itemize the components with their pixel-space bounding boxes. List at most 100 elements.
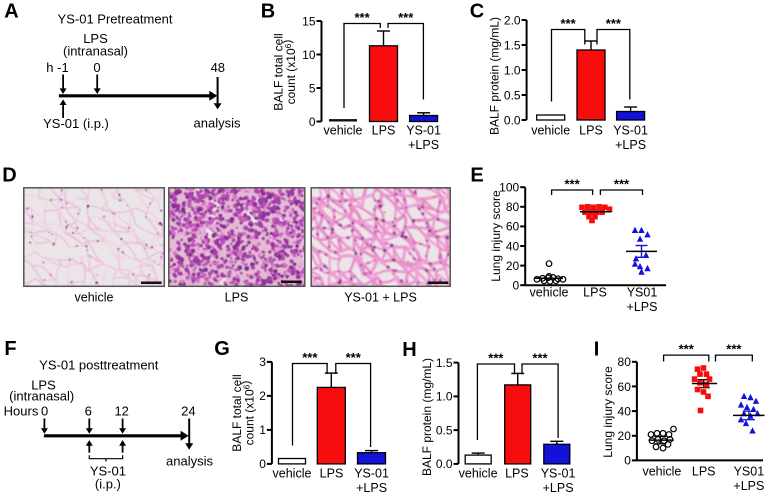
svg-text:LPS: LPS xyxy=(692,465,716,479)
svg-text:LPS: LPS xyxy=(31,378,56,393)
svg-text:***: *** xyxy=(346,350,362,365)
svg-text:1.5: 1.5 xyxy=(436,356,453,370)
svg-text:0: 0 xyxy=(309,115,316,129)
svg-text:+LPS: +LPS xyxy=(543,481,574,495)
svg-text:0.5: 0.5 xyxy=(504,88,521,102)
svg-text:60: 60 xyxy=(506,220,520,234)
svg-text:vehicle: vehicle xyxy=(324,124,363,138)
svg-text:A: A xyxy=(4,1,18,23)
svg-text:vehicle: vehicle xyxy=(642,465,681,479)
svg-text:YS-01 (i.p.): YS-01 (i.p.) xyxy=(43,116,109,131)
svg-text:0: 0 xyxy=(624,454,631,468)
svg-text:count (x106): count (x106) xyxy=(239,381,257,446)
svg-text:12: 12 xyxy=(114,404,128,419)
svg-text:vehicle: vehicle xyxy=(531,124,570,138)
svg-text:***: *** xyxy=(355,10,371,25)
svg-text:Lung injury score: Lung injury score xyxy=(601,366,615,458)
svg-text:h -1: h -1 xyxy=(46,60,68,75)
svg-text:LPS: LPS xyxy=(579,124,603,138)
svg-text:(i.p.): (i.p.) xyxy=(95,476,121,491)
svg-text:Hours: Hours xyxy=(4,404,39,419)
svg-text:BALF protein (mg/mL): BALF protein (mg/mL) xyxy=(488,17,502,135)
svg-text:analysis: analysis xyxy=(166,454,213,469)
svg-text:B: B xyxy=(261,1,275,23)
svg-text:***: *** xyxy=(488,351,504,366)
svg-text:(intranasal): (intranasal) xyxy=(9,389,74,404)
svg-text:analysis: analysis xyxy=(194,116,241,131)
svg-text:YS-01: YS-01 xyxy=(354,467,389,481)
svg-text:80: 80 xyxy=(618,355,632,369)
svg-text:6: 6 xyxy=(85,404,92,419)
svg-text:15: 15 xyxy=(302,14,316,28)
svg-text:***: *** xyxy=(561,16,577,31)
svg-text:+LPS: +LPS xyxy=(356,481,387,495)
svg-text:1: 1 xyxy=(259,423,266,437)
svg-text:***: *** xyxy=(606,16,622,31)
svg-text:48: 48 xyxy=(211,60,225,75)
svg-text:40: 40 xyxy=(618,404,632,418)
svg-text:***: *** xyxy=(398,10,414,25)
svg-text:5: 5 xyxy=(309,81,316,95)
svg-text:+LPS: +LPS xyxy=(627,300,658,314)
svg-text:LPS: LPS xyxy=(320,467,344,481)
svg-text:2.0: 2.0 xyxy=(504,13,521,27)
svg-text:H: H xyxy=(402,339,416,361)
svg-text:YS-01 + LPS: YS-01 + LPS xyxy=(344,291,417,305)
svg-text:vehicle: vehicle xyxy=(530,286,569,300)
svg-text:count (x106): count (x106) xyxy=(280,40,298,105)
svg-text:0: 0 xyxy=(93,60,100,75)
svg-text:0.5: 0.5 xyxy=(436,423,453,437)
svg-text:LPS: LPS xyxy=(505,467,529,481)
svg-text:***: *** xyxy=(565,177,581,192)
svg-text:BALF total cell: BALF total cell xyxy=(272,33,286,110)
svg-text:1.5: 1.5 xyxy=(504,38,521,52)
svg-text:60: 60 xyxy=(618,380,632,394)
svg-text:YS-01 Pretreatment: YS-01 Pretreatment xyxy=(58,12,173,27)
svg-text:(intranasal): (intranasal) xyxy=(63,44,128,59)
svg-text:1.0: 1.0 xyxy=(436,390,453,404)
svg-text:100: 100 xyxy=(499,181,519,195)
svg-text:YS-01: YS-01 xyxy=(613,124,648,138)
svg-text:LPS: LPS xyxy=(372,124,396,138)
svg-text:10: 10 xyxy=(302,48,316,62)
svg-text:LPS: LPS xyxy=(583,286,607,300)
svg-text:0: 0 xyxy=(259,457,266,471)
svg-text:vehicle: vehicle xyxy=(459,467,498,481)
svg-text:0.0: 0.0 xyxy=(436,457,453,471)
svg-text:vehicle: vehicle xyxy=(273,467,312,481)
svg-text:YS-01: YS-01 xyxy=(90,463,126,478)
svg-text:+LPS: +LPS xyxy=(615,138,646,152)
svg-text:***: *** xyxy=(726,342,742,357)
svg-text:***: *** xyxy=(614,177,630,192)
svg-text:1.0: 1.0 xyxy=(504,63,521,77)
svg-text:YS-01: YS-01 xyxy=(406,124,441,138)
svg-text:BALF total cell: BALF total cell xyxy=(230,374,244,451)
svg-text:20: 20 xyxy=(506,259,520,273)
svg-text:***: *** xyxy=(302,350,318,365)
svg-text:0.0: 0.0 xyxy=(504,113,521,127)
svg-text:YS01: YS01 xyxy=(734,465,765,479)
svg-text:E: E xyxy=(470,165,483,187)
svg-text:YS-01 posttreatment: YS-01 posttreatment xyxy=(39,358,159,373)
svg-text:G: G xyxy=(214,338,230,360)
svg-text:***: *** xyxy=(532,351,548,366)
svg-text:D: D xyxy=(2,165,16,187)
svg-text:vehicle: vehicle xyxy=(75,291,114,305)
svg-text:0: 0 xyxy=(513,279,520,293)
svg-text:F: F xyxy=(4,338,16,360)
svg-text:3: 3 xyxy=(259,355,266,369)
svg-text:40: 40 xyxy=(506,239,520,253)
svg-text:YS01: YS01 xyxy=(627,286,658,300)
svg-text:80: 80 xyxy=(506,200,520,214)
svg-text:20: 20 xyxy=(618,429,632,443)
svg-text:C: C xyxy=(470,1,484,23)
svg-text:BALF protein (mg/mL): BALF protein (mg/mL) xyxy=(420,358,434,476)
svg-text:LPS: LPS xyxy=(83,31,108,46)
svg-text:2: 2 xyxy=(259,389,266,403)
svg-text:I: I xyxy=(594,339,600,361)
svg-text:0: 0 xyxy=(41,404,48,419)
svg-text:***: *** xyxy=(679,342,695,357)
svg-text:24: 24 xyxy=(181,404,195,419)
svg-text:LPS: LPS xyxy=(225,291,249,305)
svg-text:Lung injury score: Lung injury score xyxy=(489,190,503,282)
